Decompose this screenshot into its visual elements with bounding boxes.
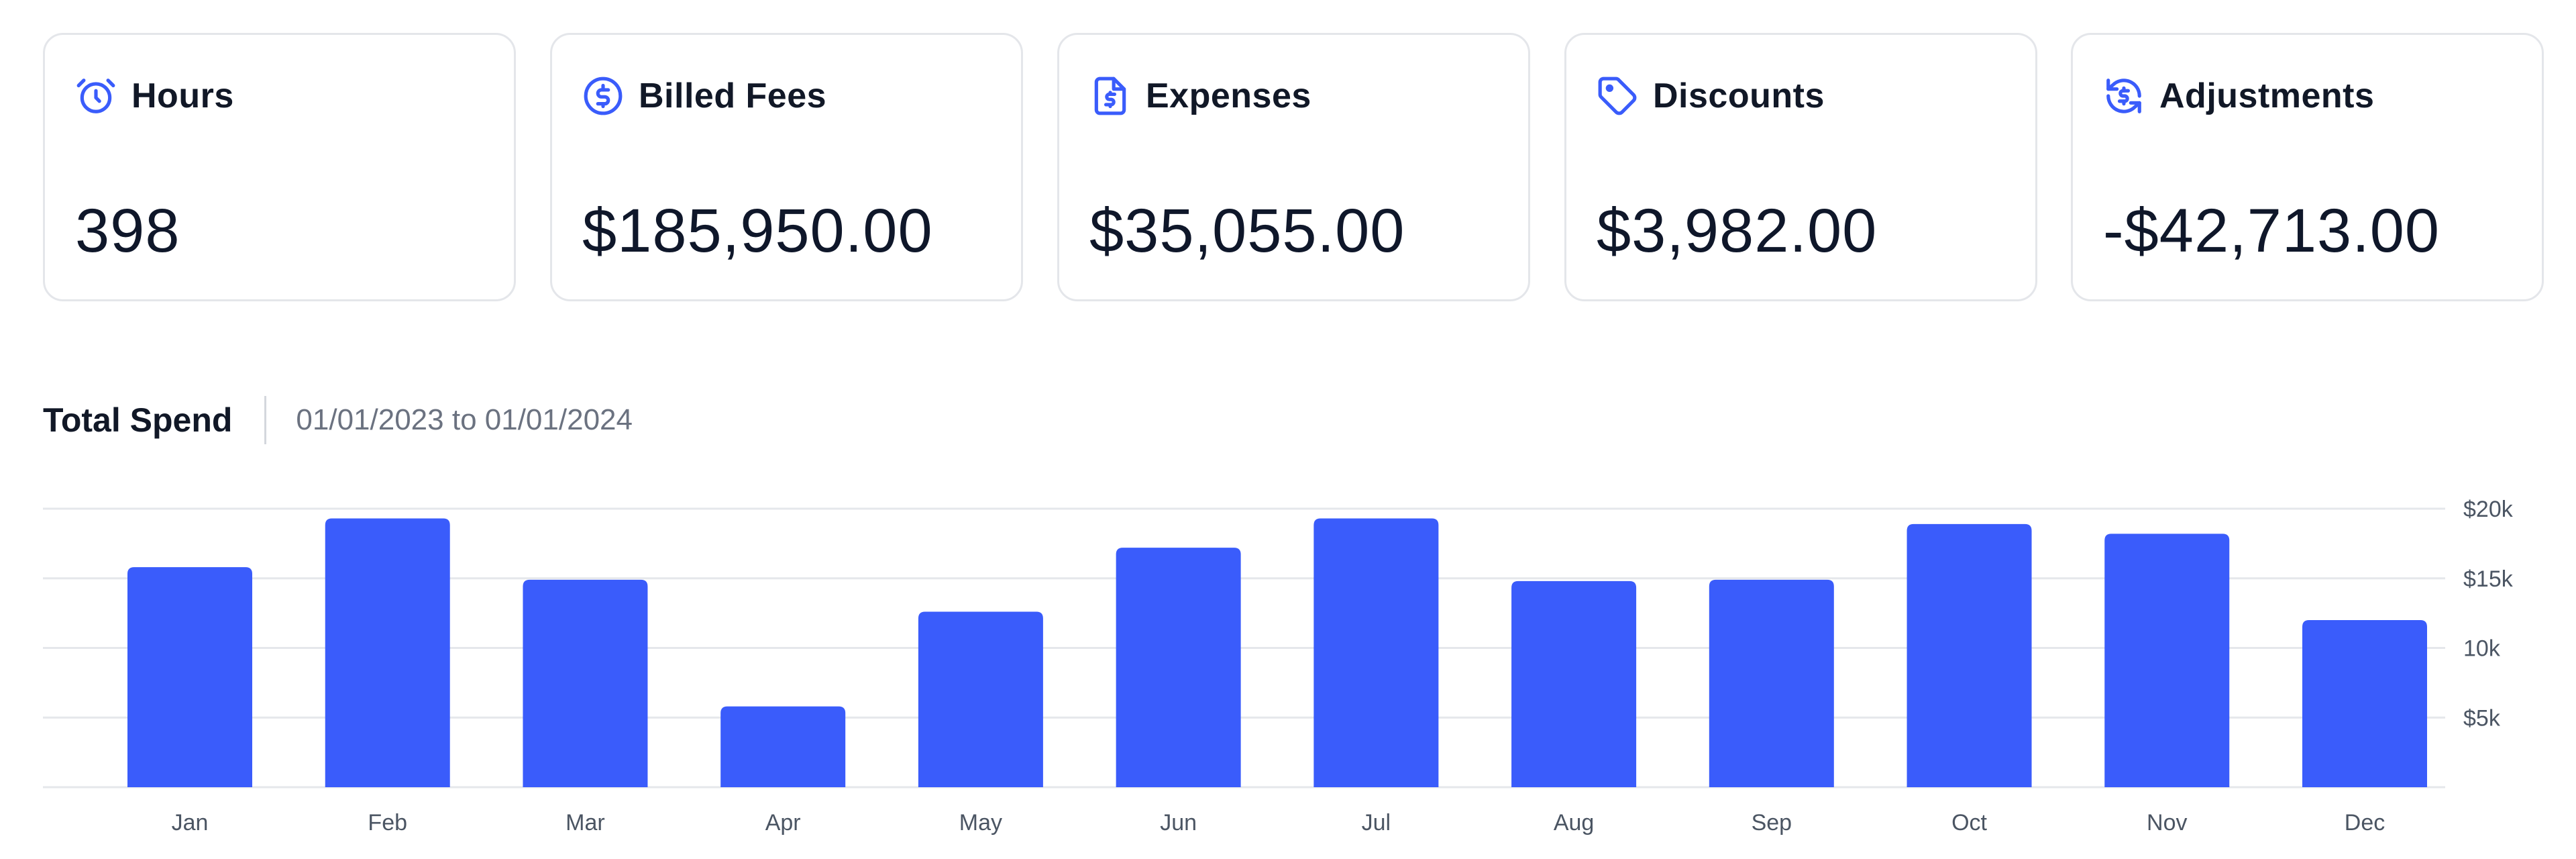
x-tick-label: Dec	[2345, 810, 2385, 836]
x-tick-label: Nov	[2147, 810, 2187, 836]
card-header: Adjustments	[2103, 75, 2374, 117]
bar	[720, 706, 846, 787]
x-tick-label: Oct	[1951, 810, 1987, 836]
bar	[1313, 518, 1439, 787]
card-label: Billed Fees	[639, 77, 827, 115]
card-header: Billed Fees	[582, 75, 826, 117]
total-spend-chart: $5k 10k $15k $20k Jan Feb Mar Apr May Jun Jul Aug Se…	[43, 497, 2514, 836]
y-tick-label: 10k	[2463, 636, 2501, 662]
billed-fees-card[interactable]: Billed Fees $185,950.00	[550, 33, 1023, 301]
expenses-card[interactable]: Expenses $35,055.00	[1057, 33, 1530, 301]
card-value: 398	[75, 197, 180, 265]
header-divider	[264, 396, 267, 444]
bar	[2302, 620, 2427, 787]
bar	[918, 611, 1043, 787]
x-tick-label: May	[959, 810, 1002, 836]
x-tick-label: Aug	[1554, 810, 1595, 836]
bar	[127, 567, 252, 787]
card-value: $35,055.00	[1089, 197, 1405, 265]
bar	[1511, 580, 1637, 787]
y-tick-label: $20k	[2463, 497, 2514, 522]
bar	[1116, 548, 1241, 787]
alarm-clock-icon	[75, 75, 117, 117]
dollar-refresh-icon	[2103, 75, 2145, 117]
bar	[1709, 579, 1834, 787]
card-value: -$42,713.00	[2103, 197, 2440, 265]
bar	[325, 518, 450, 787]
x-tick-label: Jun	[1160, 810, 1197, 836]
discounts-card[interactable]: Discounts $3,982.00	[1564, 33, 2037, 301]
dollar-coin-icon	[582, 75, 624, 117]
card-header: Hours	[75, 75, 234, 117]
x-tick-label: Apr	[765, 810, 801, 836]
card-header: Discounts	[1597, 75, 1825, 117]
bar	[1907, 523, 2032, 787]
x-tick-label: Sep	[1752, 810, 1792, 836]
y-tick-label: $15k	[2463, 566, 2514, 592]
card-header: Expenses	[1089, 75, 1311, 117]
card-value: $185,950.00	[582, 197, 933, 265]
x-tick-label: Jan	[172, 810, 209, 836]
price-tag-icon	[1597, 75, 1638, 117]
bar	[523, 579, 648, 787]
x-tick-label: Jul	[1362, 810, 1391, 836]
total-spend-header: Total Spend 01/01/2023 to 01/01/2024	[43, 396, 633, 444]
invoice-document-icon	[1089, 75, 1131, 117]
adjustments-card[interactable]: Adjustments -$42,713.00	[2071, 33, 2544, 301]
y-tick-label: $5k	[2463, 705, 2501, 731]
card-label: Expenses	[1146, 77, 1311, 115]
card-label: Hours	[131, 77, 234, 115]
date-range[interactable]: 01/01/2023 to 01/01/2024	[296, 403, 633, 436]
summary-cards: Hours 398 Billed Fees $185,950.00 Expens…	[43, 33, 2544, 301]
hours-card[interactable]: Hours 398	[43, 33, 516, 301]
total-spend-title: Total Spend	[43, 401, 233, 439]
x-tick-label: Feb	[368, 810, 407, 836]
card-label: Discounts	[1653, 77, 1825, 115]
card-label: Adjustments	[2159, 77, 2375, 115]
x-tick-label: Mar	[566, 810, 605, 836]
card-value: $3,982.00	[1597, 197, 1878, 265]
bar	[2104, 534, 2230, 787]
